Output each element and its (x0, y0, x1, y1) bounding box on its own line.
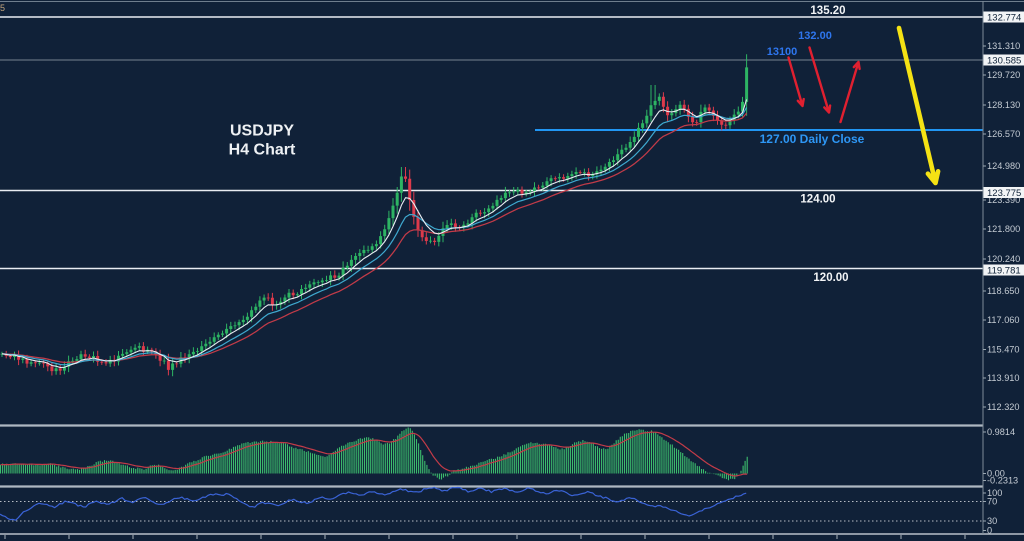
svg-text:0.00: 0.00 (987, 469, 1005, 479)
svg-text:100: 100 (987, 488, 1002, 498)
svg-text:13100: 13100 (767, 46, 798, 58)
svg-text:30: 30 (987, 516, 997, 526)
svg-text:117.060: 117.060 (987, 315, 1020, 325)
svg-text:131.310: 131.310 (987, 41, 1020, 51)
svg-text:-0.2313: -0.2313 (987, 476, 1018, 486)
svg-text:119.781: 119.781 (987, 265, 1021, 276)
svg-text:120.00: 120.00 (813, 272, 848, 284)
svg-text:128.130: 128.130 (987, 100, 1020, 110)
svg-text:124.00: 124.00 (800, 194, 835, 206)
svg-text:115.470: 115.470 (987, 345, 1020, 355)
svg-text:113.910: 113.910 (987, 373, 1020, 383)
svg-text:120.240: 120.240 (987, 254, 1020, 264)
svg-text:5: 5 (0, 3, 5, 13)
svg-text:0.9814: 0.9814 (987, 427, 1015, 437)
svg-text:123.775: 123.775 (987, 188, 1021, 199)
svg-text:124.980: 124.980 (987, 161, 1020, 171)
svg-text:127.00 Daily Close: 127.00 Daily Close (760, 132, 865, 146)
svg-text:126.570: 126.570 (987, 129, 1020, 139)
svg-text:123.390: 123.390 (987, 195, 1020, 205)
svg-text:70: 70 (987, 497, 997, 507)
svg-text:132.774: 132.774 (987, 12, 1021, 23)
svg-text:USDJPY: USDJPY (230, 123, 294, 140)
svg-text:135.20: 135.20 (810, 5, 845, 17)
svg-text:132.00: 132.00 (798, 30, 832, 42)
svg-text:118.650: 118.650 (987, 286, 1020, 296)
svg-text:121.800: 121.800 (987, 224, 1020, 234)
svg-text:112.320: 112.320 (987, 402, 1020, 412)
svg-text:130.585: 130.585 (987, 55, 1021, 66)
svg-text:0: 0 (987, 526, 992, 536)
svg-text:H4 Chart: H4 Chart (229, 142, 296, 159)
svg-text:129.720: 129.720 (987, 70, 1020, 80)
